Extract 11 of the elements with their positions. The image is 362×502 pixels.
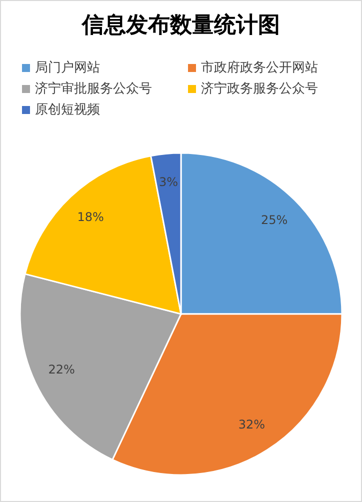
data-label: 25%: [261, 212, 288, 227]
legend-label: 市政府政务公开网站: [201, 60, 318, 76]
legend-label: 济宁政务服务公众号: [201, 80, 318, 97]
data-label: 18%: [77, 210, 104, 224]
data-label: 32%: [238, 418, 266, 432]
data-label: 22%: [48, 362, 75, 376]
legend-label: 局门户网站: [35, 60, 100, 76]
legend-label: 原创短视频: [35, 102, 100, 118]
chart-title: 信息发布数量统计图: [81, 12, 280, 38]
legend-label: 济宁审批服务公众号: [35, 80, 152, 97]
data-label: 3%: [159, 174, 178, 189]
